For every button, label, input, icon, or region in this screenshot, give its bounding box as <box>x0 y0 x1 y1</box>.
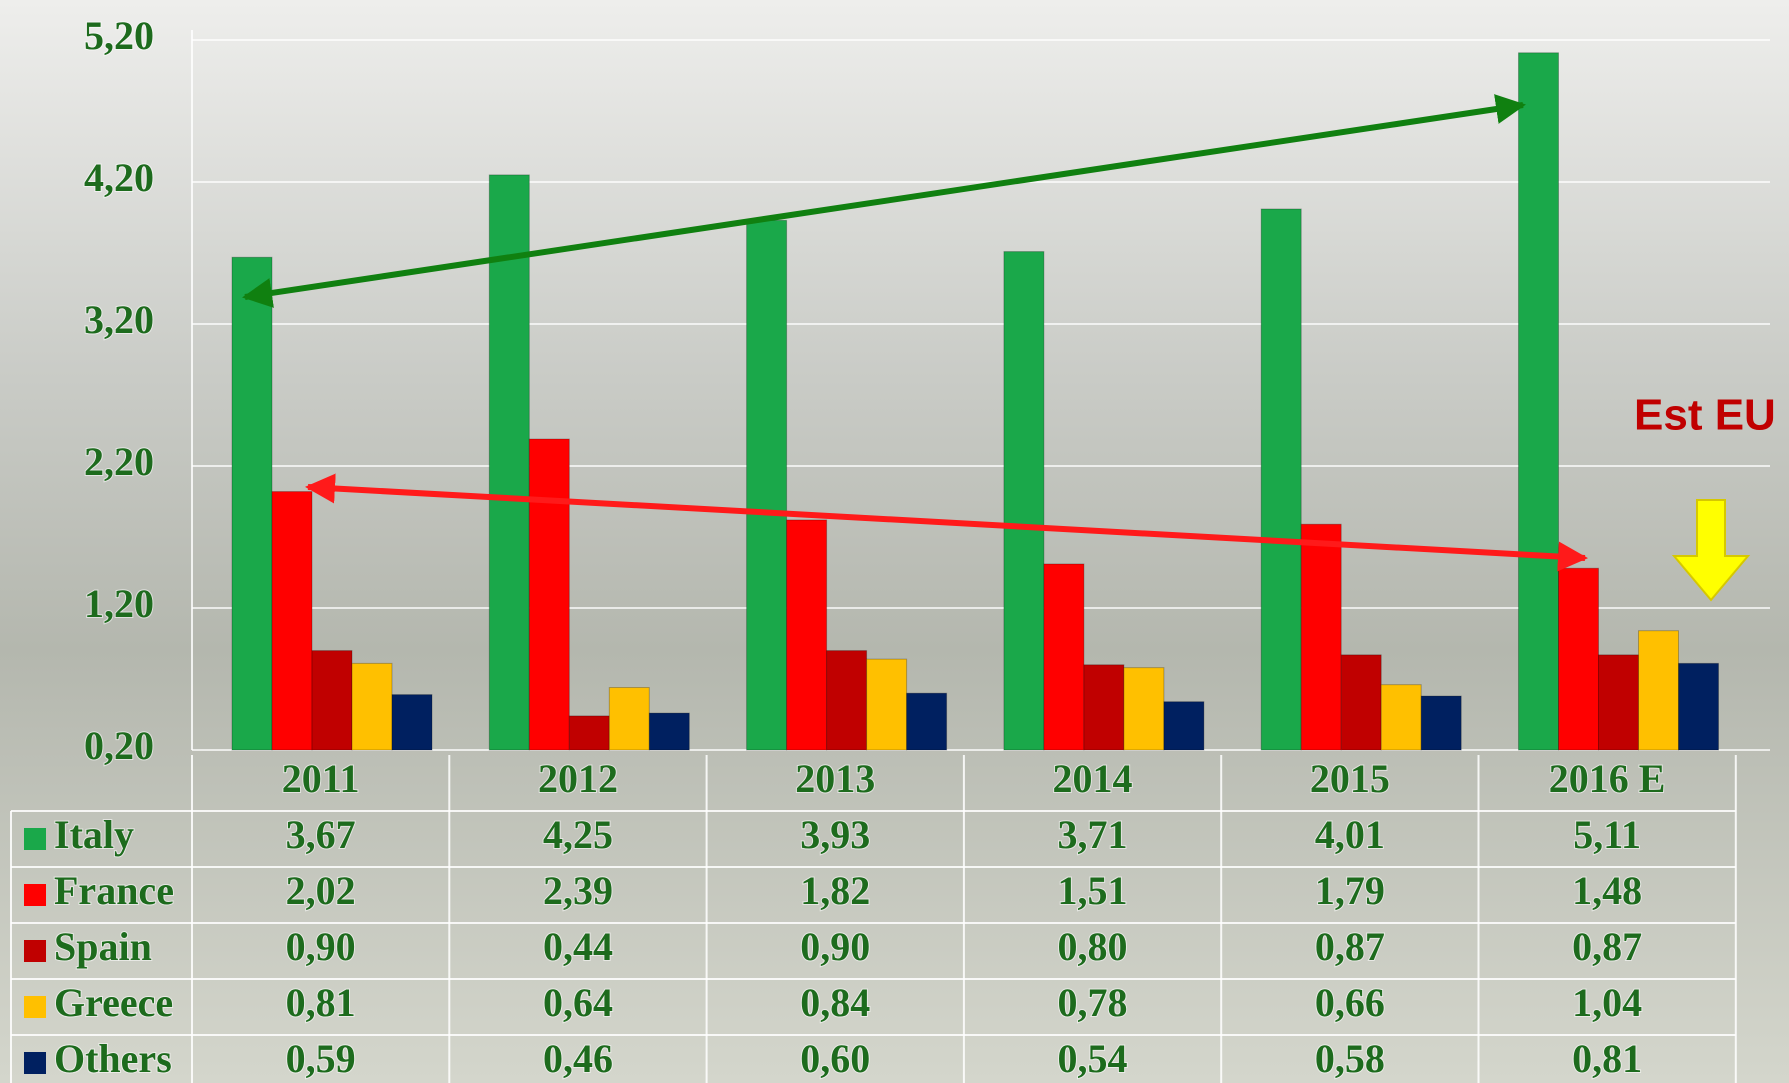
bar <box>1558 567 1599 751</box>
value-label: 0,46 <box>543 1036 613 1081</box>
trend-arrow <box>305 473 1588 572</box>
legend-marker <box>24 940 46 962</box>
bar <box>568 715 610 751</box>
bar <box>528 438 570 751</box>
bar <box>1163 701 1205 751</box>
value-label: 1,48 <box>1572 868 1642 913</box>
value-label: 0,44 <box>543 924 613 969</box>
x-tick-label: 2012 <box>538 756 618 801</box>
value-label: 0,87 <box>1572 924 1642 969</box>
legend-marker <box>24 828 46 850</box>
bar <box>1123 667 1165 751</box>
value-label: 0,59 <box>286 1036 356 1081</box>
bar <box>1420 695 1462 751</box>
value-label: 0,58 <box>1315 1036 1385 1081</box>
bar <box>1043 563 1085 751</box>
value-label: 0,90 <box>800 924 870 969</box>
bar <box>1518 52 1559 751</box>
value-label: 4,01 <box>1315 812 1385 857</box>
bar <box>1598 654 1639 751</box>
value-label: 0,66 <box>1315 980 1385 1025</box>
value-label: 3,67 <box>286 812 356 857</box>
value-label: 1,82 <box>800 868 870 913</box>
bar <box>826 650 868 751</box>
y-tick-label: 3,20 <box>84 297 154 342</box>
bar <box>906 692 948 751</box>
bar <box>391 694 433 751</box>
bar <box>1260 208 1302 751</box>
plot: 0,20 1,20 2,20 3,20 4,20 5,20 2011 3,67 2,02 0,90… <box>10 12 1770 1083</box>
value-label: 0,81 <box>286 980 356 1025</box>
bar <box>1340 654 1382 751</box>
x-tick-label: 2013 <box>795 756 875 801</box>
y-tick-label: 1,20 <box>84 581 154 626</box>
bar <box>746 219 788 751</box>
legend-label: France <box>54 868 174 913</box>
bar <box>311 650 353 751</box>
value-label: 1,79 <box>1315 868 1385 913</box>
value-label: 0,80 <box>1058 924 1128 969</box>
bar <box>351 662 393 751</box>
trend-arrow <box>242 94 1526 308</box>
y-tick-label: 5,20 <box>84 13 154 58</box>
y-tick-label: 0,20 <box>84 723 154 768</box>
bar <box>1003 251 1045 751</box>
bar <box>866 658 908 751</box>
annotation: Est EU <box>1634 391 1776 440</box>
value-label: 0,87 <box>1315 924 1385 969</box>
bar <box>648 712 690 751</box>
y-tick-label: 2,20 <box>84 439 154 484</box>
legend-marker <box>24 1052 46 1074</box>
value-label: 0,84 <box>800 980 870 1025</box>
down-arrow <box>1671 499 1751 602</box>
bar <box>786 519 828 751</box>
x-tick-label: 2016 E <box>1549 756 1666 801</box>
legend-label: Greece <box>54 980 173 1025</box>
bar <box>1083 664 1125 751</box>
value-label: 0,90 <box>286 924 356 969</box>
legend-label: Spain <box>54 924 152 969</box>
value-label: 1,51 <box>1058 868 1128 913</box>
value-label: 0,64 <box>543 980 613 1025</box>
x-tick-label: 2014 <box>1053 756 1133 801</box>
x-tick-label: 2011 <box>282 756 360 801</box>
value-label: 0,60 <box>800 1036 870 1081</box>
bar <box>1678 662 1719 751</box>
legend-marker <box>24 996 46 1018</box>
bar <box>608 687 650 751</box>
y-tick-label: 4,20 <box>84 155 154 200</box>
value-label: 1,04 <box>1572 980 1642 1025</box>
value-label: 2,02 <box>286 868 356 913</box>
bar <box>231 256 273 751</box>
bar <box>1380 684 1422 751</box>
bar <box>271 491 313 751</box>
value-label: 0,54 <box>1058 1036 1128 1081</box>
legend-label: Others <box>54 1036 172 1081</box>
bar <box>1300 523 1342 751</box>
value-label: 0,78 <box>1058 980 1128 1025</box>
value-label: 4,25 <box>543 812 613 857</box>
legend-label: Italy <box>54 812 134 857</box>
legend-marker <box>24 884 46 906</box>
value-label: 3,93 <box>800 812 870 857</box>
bar <box>1638 630 1679 751</box>
x-tick-label: 2015 <box>1310 756 1390 801</box>
value-label: 5,11 <box>1573 812 1641 857</box>
value-label: 2,39 <box>543 868 613 913</box>
value-label: 3,71 <box>1058 812 1128 857</box>
value-label: 0,81 <box>1572 1036 1642 1081</box>
